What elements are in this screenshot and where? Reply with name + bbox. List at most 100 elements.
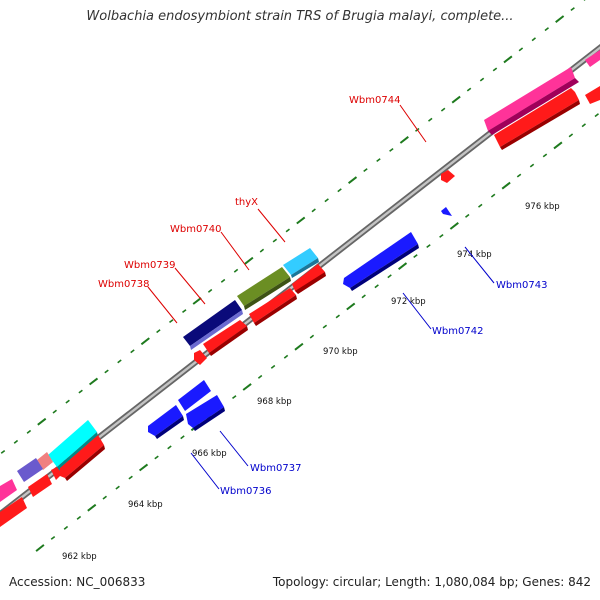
gene-feature-violet[interactable] (17, 458, 43, 482)
gene-arrow-wbm0738[interactable] (203, 320, 247, 353)
tick-mark-minor (529, 163, 535, 168)
tick-mark-minor (309, 334, 315, 339)
tick-mark-minor (324, 198, 329, 203)
tick-mark-minor (26, 429, 32, 434)
gene-arrow-left-3[interactable] (28, 474, 52, 497)
gene-arrow-wbm0736[interactable] (148, 405, 183, 436)
tick-mark-major (192, 297, 202, 305)
gene-arrow-forward-edge[interactable] (585, 86, 600, 104)
leader-line-wbm0736 (190, 452, 220, 490)
leader-line-wbm0743 (464, 246, 495, 284)
gene-feature-wbm0739[interactable] (183, 300, 242, 346)
tick-mark-minor (413, 254, 418, 259)
scale-label-974: 974 kbp (457, 250, 492, 260)
gene-arrow-reverse-small[interactable] (178, 380, 211, 411)
gene-arrow-wbm0742[interactable] (343, 232, 418, 288)
tick-mark-major (397, 262, 408, 270)
tick-mark-minor (322, 324, 328, 329)
gene-arrow-wbm0737[interactable] (186, 395, 224, 428)
gene-arrow-wbm0743[interactable] (441, 207, 452, 216)
tick-mark-minor (167, 445, 172, 450)
tick-mark-major (555, 15, 565, 23)
gene-label-wbm0742[interactable]: Wbm0742 (432, 326, 483, 337)
tick-mark-major (87, 503, 97, 512)
scale-label-962: 962 kbp (62, 552, 97, 562)
gene-arrow-forward-mid-2[interactable] (249, 288, 296, 323)
scale-label-976: 976 kbp (525, 202, 560, 212)
tick-mark-minor (76, 515, 82, 520)
leader-line-wbm0737 (219, 430, 249, 467)
tick-mark-minor (311, 208, 316, 213)
gene-label-wbm0743[interactable]: Wbm0743 (496, 280, 547, 291)
tick-mark-major (296, 216, 306, 225)
tick-mark-major (501, 181, 511, 190)
gene-arrow-wbm0744[interactable] (441, 170, 455, 183)
tick-mark-major (346, 302, 356, 311)
gene-label-wbm0744[interactable]: Wbm0744 (349, 95, 400, 106)
leader-line-wbm0742 (402, 292, 432, 330)
gene-feature-magenta-top[interactable] (484, 67, 575, 131)
tick-mark-minor (102, 495, 107, 500)
tick-mark-minor (428, 117, 433, 122)
tick-mark-minor (440, 107, 446, 112)
tick-mark-minor (490, 193, 496, 198)
gene-label-wbm0737[interactable]: Wbm0737 (250, 463, 301, 474)
genome-summary-text: Topology: circular; Length: 1,080,084 bp… (272, 575, 591, 589)
tick-mark-major (503, 55, 513, 64)
gene-feature-thyx[interactable] (283, 248, 318, 275)
reverse-genes (148, 207, 452, 439)
gene-arrow-left-1[interactable] (60, 435, 104, 478)
tick-mark-minor (13, 439, 19, 444)
tick-mark-minor (479, 77, 485, 82)
tick-mark-minor (207, 288, 213, 293)
tick-mark-minor (180, 435, 185, 440)
tick-mark-minor (283, 354, 289, 359)
tick-mark-minor (220, 278, 226, 283)
gene-label-wbm0739[interactable]: Wbm0739 (124, 260, 175, 271)
scale-label-964: 964 kbp (128, 500, 163, 510)
tick-mark-minor (518, 47, 524, 52)
tick-mark-minor (169, 319, 174, 324)
tick-mark-minor (104, 369, 109, 374)
gene-arrow-left-2[interactable] (51, 467, 62, 480)
gene-label-wbm0738[interactable]: Wbm0738 (98, 279, 149, 290)
tick-mark-minor (52, 409, 57, 414)
scale-labels: 962 kbp 964 kbp 966 kbp 968 kbp 970 kbp … (62, 202, 560, 562)
gene-arrow-forward[interactable] (494, 88, 579, 147)
tick-mark-minor (117, 359, 122, 364)
gene-arrow-forward-mid-1[interactable] (292, 264, 325, 292)
tick-mark-minor (363, 168, 368, 173)
tick-mark-minor (115, 485, 120, 490)
tick-mark-minor (387, 274, 392, 279)
gene-label-wbm0736[interactable]: Wbm0736 (220, 486, 271, 497)
leader-line-wbm0739 (174, 267, 206, 305)
tick-mark-minor (594, 113, 599, 118)
gene-label-wbm0740[interactable]: Wbm0740 (170, 224, 221, 235)
gene-feature-salmon[interactable] (37, 452, 53, 470)
gene-arrow-left-4[interactable] (0, 497, 27, 527)
tick-mark-major (35, 544, 45, 552)
tick-mark-minor (63, 525, 69, 530)
tick-mark-minor (376, 158, 381, 163)
tick-mark-major (140, 337, 150, 346)
tick-mark-minor (154, 455, 159, 460)
gene-arrow-small[interactable] (194, 350, 207, 365)
tick-mark-minor (426, 244, 431, 249)
tick-mark-minor (232, 395, 237, 400)
tick-mark-minor (285, 228, 290, 233)
forward-genes (0, 50, 600, 527)
gene-label-thyx[interactable]: thyX (235, 197, 258, 208)
tick-mark-minor (233, 268, 239, 273)
tick-mark-minor (581, 123, 586, 128)
gene-feature-magenta-edge[interactable] (585, 50, 600, 67)
tick-mark-minor (335, 314, 340, 319)
tick-mark-minor (389, 147, 394, 152)
tick-mark-minor (374, 284, 379, 289)
tick-mark-minor (130, 349, 135, 354)
tick-mark-minor (65, 399, 70, 404)
accession-text: Accession: NC_006833 (9, 575, 146, 589)
tick-mark-minor (156, 329, 161, 334)
gene-feature-magenta-left[interactable] (0, 479, 17, 502)
gene-feature-cyan-left[interactable] (48, 420, 97, 467)
gene-feature-wbm0740[interactable] (237, 267, 290, 306)
